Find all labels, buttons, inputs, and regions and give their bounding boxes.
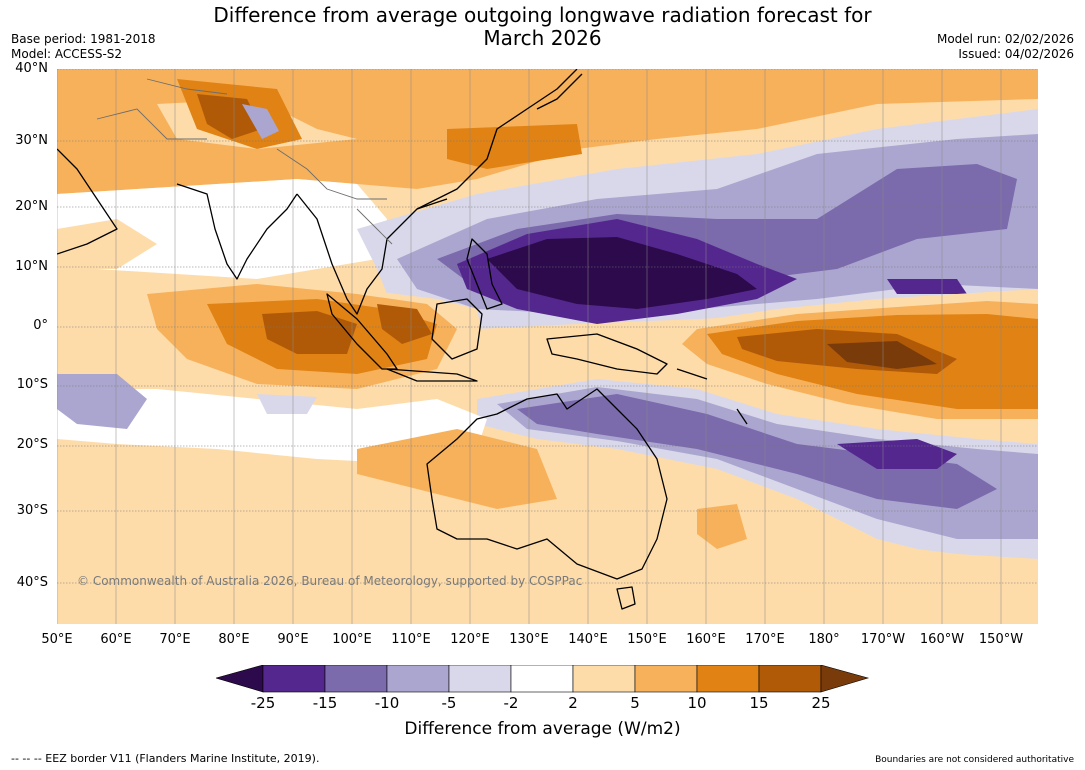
colorbar-bin-9: [758, 665, 822, 693]
lat-label-10n: 10°N: [15, 259, 48, 274]
central-pacific-neg-15: [887, 279, 967, 294]
lon-label-50e: 50°E: [41, 632, 73, 647]
borneo-coast: [431, 298, 483, 360]
new-guinea-coast: [546, 333, 668, 375]
equatorial-pac-pos-max: [827, 341, 937, 369]
issued-date: Issued: 04/02/2026: [958, 47, 1074, 61]
lon-label-60e: 60°E: [100, 632, 132, 647]
colorbar-title: Difference from average (W/m2): [404, 719, 681, 739]
south-indian-neg-2: [257, 394, 317, 414]
colorbar-label-4: -5: [441, 694, 457, 712]
anomaly-map: [57, 69, 1038, 624]
colorbar-bin-2: [324, 665, 388, 693]
colorbar-min-arrow: [216, 665, 264, 693]
colorbar-label-6: 2: [568, 694, 578, 712]
southern-ocean-neutral: [57, 534, 777, 624]
japan-coast: [536, 73, 583, 110]
philippines-coast: [466, 238, 503, 310]
title-line-2: March 2026: [483, 26, 602, 50]
colorbar-bin-3: [386, 665, 450, 693]
china-coast: [416, 69, 578, 210]
pacific-neg-25: [487, 237, 757, 309]
lon-label-150e: 150°E: [627, 632, 667, 647]
colorbar-label-2: -15: [312, 694, 338, 712]
vanuatu-coast: [736, 408, 748, 425]
lon-label-160w: 160°W: [919, 632, 965, 647]
meta-left: Base period: 1981-2018 Model: ACCESS-S2: [11, 32, 156, 62]
tasman-neutral: [777, 539, 1038, 624]
colorbar-bin-6: [572, 665, 636, 693]
colorbar-label-9: 15: [749, 694, 769, 712]
lat-label-10s: 10°S: [16, 377, 48, 392]
tibet-negative: [242, 104, 279, 139]
south-pacific-neg-10: [517, 394, 997, 509]
model-run: Model run: 02/02/2026: [936, 32, 1074, 46]
arabia-coast: [57, 148, 118, 255]
lon-label-100e: 100°E: [332, 632, 372, 647]
tasmania-coast: [616, 586, 636, 610]
title-line-1: Difference from average outgoing longwav…: [213, 3, 872, 27]
lon-label-120e: 120°E: [450, 632, 490, 647]
lon-label-150w: 150°W: [978, 632, 1024, 647]
lon-label-110e: 110°E: [391, 632, 431, 647]
east-china-positive: [447, 124, 582, 169]
lat-label-20s: 20°S: [16, 437, 48, 452]
java-coast: [386, 368, 478, 382]
indian-pos-25: [262, 311, 357, 354]
indochina-coast: [296, 193, 448, 315]
model-name: Model: ACCESS-S2: [11, 47, 123, 61]
lat-label-0: 0°: [33, 318, 48, 333]
solomon-coast: [676, 368, 708, 380]
colorbar-max-arrow: [820, 665, 870, 693]
lon-label-80e: 80°E: [218, 632, 250, 647]
colorbar-label-8: 10: [687, 694, 707, 712]
colorbar-bin-8: [696, 665, 760, 693]
lon-label-140e: 140°E: [568, 632, 608, 647]
lat-label-30n: 30°N: [15, 133, 48, 148]
borders: [96, 78, 393, 245]
se-pos-10: [697, 504, 747, 549]
south-pacific-neg-15: [837, 439, 957, 469]
meridians: [57, 69, 1002, 624]
colorbar-label-3: -10: [374, 694, 400, 712]
colorbar-label-10: 25: [811, 694, 831, 712]
arabian-pale-positive: [57, 219, 157, 269]
lon-label-170w: 170°W: [860, 632, 906, 647]
boundary-note: Boundaries are not considered authoritat…: [875, 755, 1074, 765]
lon-label-160e: 160°E: [686, 632, 726, 647]
india-coast: [176, 183, 298, 280]
colorbar-bin-7: [634, 665, 698, 693]
chart-title: Difference from average outgoing longwav…: [0, 4, 1085, 50]
colorbar-bin-1: [262, 665, 326, 693]
base-period: Base period: 1981-2018: [11, 32, 156, 46]
australia-pos-10: [357, 429, 557, 509]
lat-label-40n: 40°N: [15, 61, 48, 76]
colorbar-label-7: 5: [630, 694, 640, 712]
colorbar-bin-4: [448, 665, 512, 693]
lat-label-40s: 40°S: [16, 575, 48, 590]
colorbar-label-5: -2: [503, 694, 519, 712]
lat-label-30s: 30°S: [16, 503, 48, 518]
colorbar-label-1: -25: [250, 694, 276, 712]
meta-right: Model run: 02/02/2026 Issued: 04/02/2026: [937, 32, 1074, 62]
lon-label-180: 180°: [808, 632, 840, 647]
colorbar-bin-5: [510, 665, 574, 693]
coastlines: [57, 69, 748, 610]
eez-legend: -- -- -- EEZ border V11 (Flanders Marine…: [11, 752, 320, 765]
south-indian-neg-5: [57, 374, 147, 429]
australia-coast: [426, 388, 668, 580]
lon-label-170e: 170°E: [745, 632, 785, 647]
lat-label-20n: 20°N: [15, 199, 48, 214]
lon-label-130e: 130°E: [509, 632, 549, 647]
lon-label-70e: 70°E: [159, 632, 191, 647]
copyright-notice: © Commonwealth of Australia 2026, Bureau…: [77, 574, 583, 588]
colorbar: [216, 665, 870, 693]
lon-label-90e: 90°E: [277, 632, 309, 647]
maritime-pos-25: [377, 304, 432, 344]
